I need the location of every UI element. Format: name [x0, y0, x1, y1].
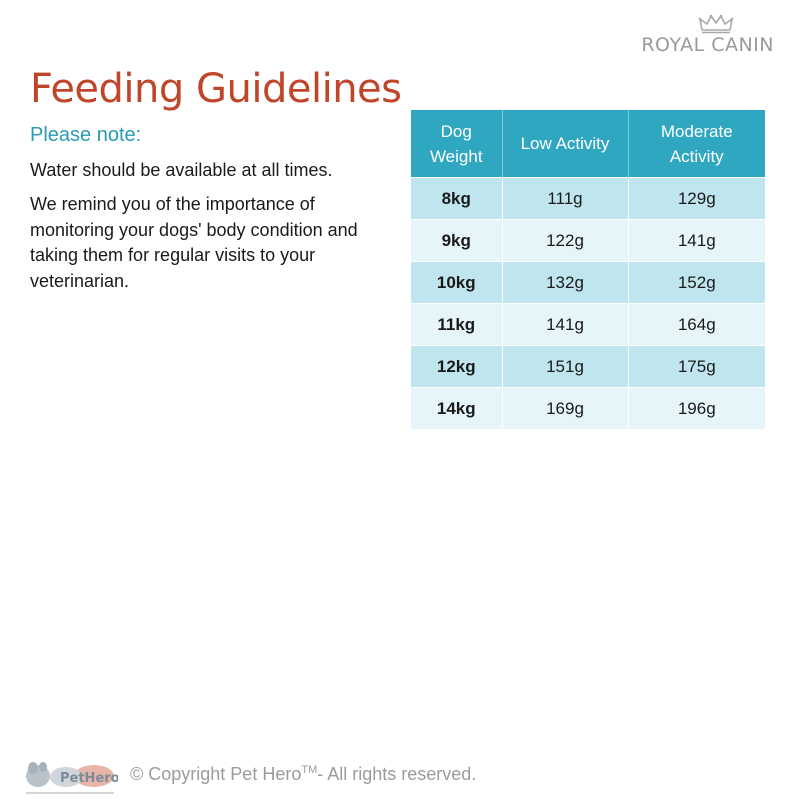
table-row: 12kg 151g 175g	[411, 345, 765, 388]
crown-icon	[698, 14, 734, 34]
note-paragraph-vet: We remind you of the importance of monit…	[30, 194, 358, 291]
low-activity-cell: 122g	[502, 219, 629, 262]
moderate-activity-cell: 164g	[628, 303, 765, 346]
table-header-row: Dog Weight Low Activity Moderate Activit…	[411, 110, 765, 178]
copyright-text: © Copyright Pet HeroTM- All rights reser…	[130, 764, 476, 785]
logo-text: PetHero	[60, 771, 118, 786]
moderate-activity-cell: 141g	[628, 219, 765, 262]
brand-name: ROYAL CANIN	[641, 34, 774, 56]
royal-canin-logo: ROYAL CANIN	[638, 14, 774, 56]
weight-cell: 11kg	[411, 303, 503, 346]
low-activity-cell: 141g	[502, 303, 629, 346]
pet-hero-logo: PetHero	[26, 762, 118, 794]
moderate-activity-cell: 129g	[628, 177, 765, 220]
weight-cell: 14kg	[411, 387, 503, 429]
weight-cell: 12kg	[411, 345, 503, 388]
header-low-activity: Low Activity	[502, 110, 629, 178]
moderate-activity-cell: 152g	[628, 261, 765, 304]
copyright-prefix: © Copyright Pet Hero	[130, 764, 302, 784]
table-row: 8kg 111g 129g	[411, 177, 765, 220]
moderate-activity-cell: 175g	[628, 345, 765, 388]
trademark-mark: TM	[301, 764, 318, 776]
low-activity-cell: 132g	[502, 261, 629, 304]
weight-cell: 9kg	[411, 219, 503, 262]
low-activity-cell: 169g	[502, 387, 629, 429]
copyright-suffix: - All rights reserved.	[317, 764, 477, 784]
footer: PetHero © Copyright Pet HeroTM- All righ…	[24, 752, 784, 800]
note-paragraph-water: Water should be available at all times.	[30, 160, 333, 180]
header-moderate-activity: Moderate Activity	[628, 110, 765, 178]
moderate-activity-cell: 196g	[628, 387, 765, 429]
feeding-table: Dog Weight Low Activity Moderate Activit…	[411, 110, 765, 429]
weight-cell: 10kg	[411, 261, 503, 304]
note-heading: Please note:	[30, 124, 142, 146]
low-activity-cell: 111g	[502, 177, 629, 220]
table-row: 11kg 141g 164g	[411, 303, 765, 346]
table-row: 14kg 169g 196g	[411, 387, 765, 429]
low-activity-cell: 151g	[502, 345, 629, 388]
header-dog-weight: Dog Weight	[411, 110, 503, 178]
weight-cell: 8kg	[411, 177, 503, 220]
page-title: Feeding Guidelines	[30, 66, 402, 112]
table-row: 9kg 122g 141g	[411, 219, 765, 262]
table-row: 10kg 132g 152g	[411, 261, 765, 304]
